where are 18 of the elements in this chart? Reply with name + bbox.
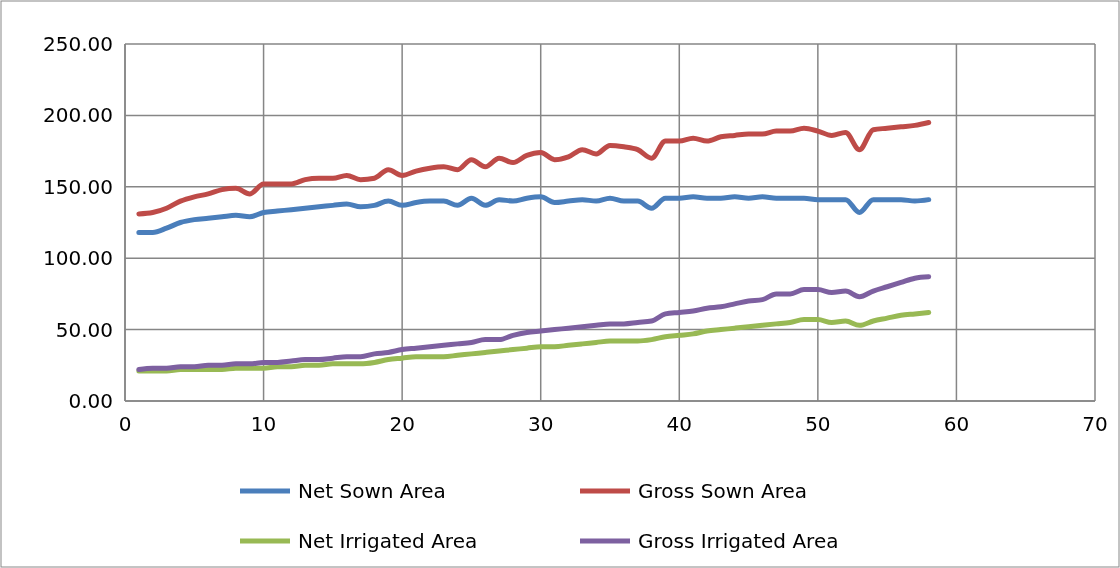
x-tick-label: 60 [943, 412, 970, 436]
y-tick-label: 250.00 [43, 32, 113, 56]
x-tick-label: 30 [527, 412, 554, 436]
x-tick-label: 10 [250, 412, 277, 436]
x-tick-label: 20 [389, 412, 415, 436]
y-tick-label: 0.00 [68, 389, 113, 413]
y-tick-label: 50.00 [55, 317, 113, 342]
x-tick-label: 40 [666, 412, 693, 436]
y-tick-label: 200.00 [43, 103, 113, 128]
x-tick-label: 50 [805, 412, 831, 436]
legend-label: Net Sown Area [298, 479, 446, 503]
legend-label: Gross Irrigated Area [638, 529, 839, 553]
y-tick-label: 100.00 [43, 246, 113, 271]
x-tick-label: 0 [118, 412, 132, 436]
legend-label: Gross Sown Area [638, 479, 808, 503]
x-tick-label: 70 [1082, 412, 1108, 436]
legend-label: Net Irrigated Area [298, 529, 478, 553]
y-tick-label: 150.00 [43, 174, 113, 199]
